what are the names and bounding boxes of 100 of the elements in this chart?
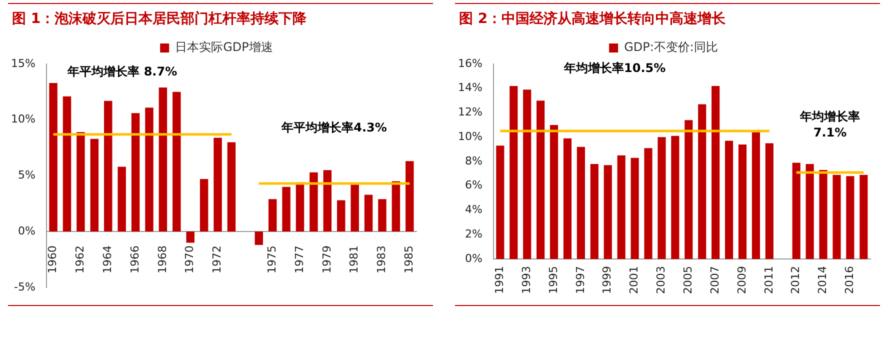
x-tick-label: 1964: [100, 246, 114, 274]
x-tick-label: 1962: [74, 246, 87, 274]
bar: [90, 138, 99, 232]
annotation: 年均增长率 7.1%: [799, 110, 860, 140]
x-tick-label: 1977: [292, 246, 306, 274]
bar: [172, 92, 181, 232]
y-tick-label: 15%: [10, 56, 36, 70]
y-tick-label: 4%: [464, 203, 482, 216]
chart-title: 图 1：泡沫破灭后日本居民部门杠杆率持续下降: [8, 3, 433, 32]
y-tick-label: 10%: [10, 112, 36, 126]
bar: [268, 199, 277, 232]
bar: [617, 155, 626, 260]
bar: [364, 194, 373, 232]
bar: [227, 142, 236, 232]
y-tick-label: 16%: [458, 56, 482, 70]
bar: [725, 140, 734, 260]
x-tick-label: 2011: [762, 266, 776, 294]
annotation: 年均增长率10.5%: [562, 61, 666, 76]
y-tick-label: 6%: [464, 178, 482, 192]
bar: [214, 138, 222, 232]
bar: [630, 158, 639, 260]
x-tick-label: 1960: [46, 246, 60, 274]
y-tick-label: 0%: [18, 224, 36, 238]
bar: [698, 104, 706, 260]
bar: [806, 164, 814, 260]
bar: [752, 132, 760, 260]
x-tick-label: 1979: [320, 246, 334, 274]
y-tick-label: 14%: [458, 81, 482, 94]
bar: [186, 232, 194, 243]
x-tick-label: 1975: [265, 246, 278, 274]
x-tick-label: 2012: [789, 266, 802, 294]
bar: [671, 136, 680, 260]
x-tick-label: 2007: [708, 266, 722, 294]
x-tick-label: 2001: [628, 266, 641, 294]
bar: [523, 90, 532, 260]
y-tick-label: 2%: [464, 227, 482, 240]
bar: [684, 120, 693, 260]
bar: [158, 87, 168, 232]
x-tick-label: 1985: [402, 246, 416, 274]
x-tick-label: 1981: [348, 246, 361, 274]
bar: [49, 82, 58, 232]
annotation: 年平均增长率4.3%: [280, 120, 387, 135]
bar: [550, 124, 558, 260]
bar: [563, 138, 572, 260]
bar: [496, 146, 504, 260]
bar: [832, 174, 841, 260]
bar: [254, 232, 263, 245]
bar: [819, 170, 828, 260]
y-tick-label: 8%: [464, 154, 482, 168]
x-tick-label: 2003: [654, 266, 668, 294]
bar: [118, 166, 126, 232]
x-tick-label: 2016: [843, 266, 856, 294]
bar: [62, 96, 72, 232]
bar: [792, 162, 800, 260]
x-tick-label: 2014: [816, 266, 830, 294]
bar: [392, 181, 400, 232]
x-tick-label: 2005: [682, 266, 695, 294]
x-tick-label: 1983: [375, 246, 388, 274]
bar: [282, 186, 290, 232]
bar: [296, 182, 304, 232]
legend-label: 日本实际GDP增速: [175, 40, 273, 54]
bar: [350, 184, 359, 232]
bar: [378, 199, 386, 232]
bar: [604, 165, 612, 260]
bar: [310, 172, 318, 232]
annotation: 年平均增长率 8.7%: [66, 64, 178, 78]
x-tick-label: 1999: [600, 266, 614, 294]
bar: [200, 179, 208, 232]
y-tick-label: -5%: [14, 280, 36, 294]
x-tick-label: 1993: [520, 266, 533, 294]
y-tick-label: 5%: [18, 168, 36, 182]
bar: [765, 143, 774, 260]
bar: [536, 100, 545, 260]
bar: [406, 161, 414, 232]
x-tick-label: 2009: [735, 266, 748, 294]
x-tick-label: 1991: [493, 266, 506, 294]
bar: [658, 137, 666, 260]
y-tick-label: 0%: [464, 252, 482, 265]
x-tick-label: 1972: [210, 246, 224, 274]
chart-title: 图 2：中国经济从高速增长转向中高速增长: [455, 3, 880, 32]
bar: [860, 174, 868, 260]
x-tick-label: 1997: [574, 266, 587, 294]
bar: [712, 86, 720, 260]
x-tick-label: 1968: [156, 246, 169, 274]
x-tick-label: 1970: [183, 246, 196, 274]
bar: [337, 200, 346, 232]
y-tick-label: 12%: [458, 106, 482, 119]
bar: [323, 170, 332, 232]
bar: [104, 100, 112, 232]
bar: [846, 176, 854, 260]
bar: [576, 146, 585, 260]
bar: [131, 113, 140, 232]
bar: [644, 148, 652, 260]
legend-label: GDP:不变价:同比: [624, 40, 718, 54]
x-tick-label: 1995: [546, 266, 560, 294]
bar: [76, 132, 85, 232]
bar: [510, 86, 518, 260]
bar: [145, 108, 154, 232]
y-tick-label: 10%: [458, 130, 482, 143]
x-tick-label: 1966: [128, 246, 142, 274]
